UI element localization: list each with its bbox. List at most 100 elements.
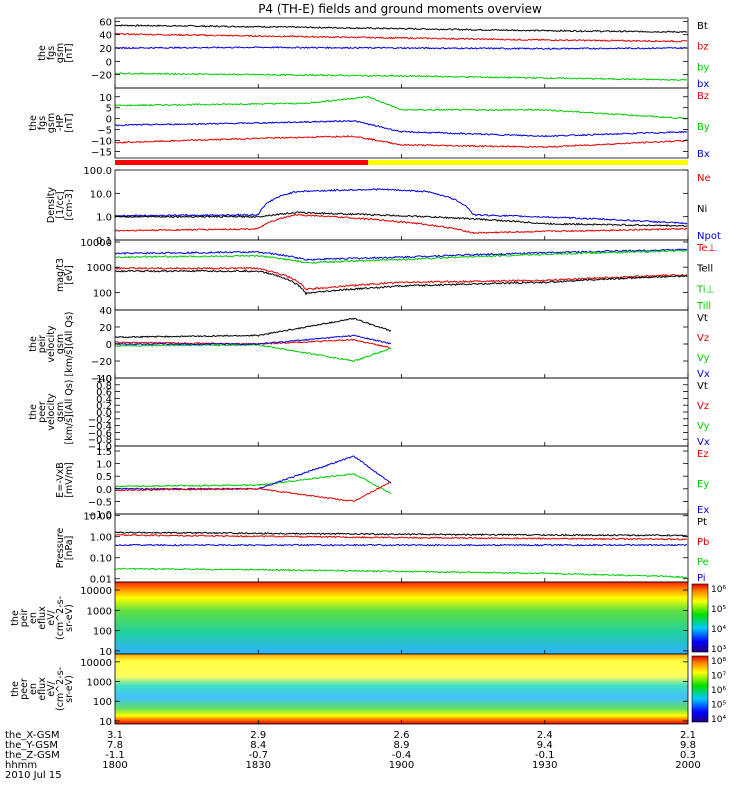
y-tick-label: 0.5 [96,472,112,483]
y-axis-label: fgs [37,116,48,130]
colorbar-tick-label: 10⁵ [711,701,726,711]
legend-entry: Pb [697,537,709,548]
y-tick-label: 10000 [80,238,112,249]
x-axis-value: -1.1 [105,750,125,761]
legend-entry: Tell [696,264,713,275]
y-tick-label: 60 [99,17,112,28]
colorbar-tick-label: 10³ [711,645,726,655]
y-axis-label: peir [37,335,48,354]
colorbar-tick-label: 10⁵ [711,605,726,615]
y-axis-label: eV/ [46,609,57,625]
legend-entry: Ez [697,449,709,460]
x-axis-value: 1800 [102,760,127,771]
y-axis-label: gsm [55,43,66,63]
y-axis-label: the [10,681,21,697]
series-line-black [115,24,688,34]
y-axis-label: eflux [37,606,48,630]
x-axis-value: -0.7 [248,750,268,761]
y-axis-label: [km/s](All Qs) [64,312,75,377]
panel-temperature: 10000 1000 100 mag/t3[eV] Te⊥ Tell Ti⊥ Till [55,238,716,312]
y-tick-label: 5 [106,104,112,115]
legend-entry: Pi [697,573,706,584]
series-line-black [114,211,688,227]
legend-entry: Vy [697,421,710,432]
x-axis-value: 3.1 [107,730,123,741]
colorbar-tick-label: 10⁴ [711,715,726,725]
colorbar-tick-label: 10⁷ [711,672,726,682]
legend-entry: Ne [697,173,711,184]
y-axis-label: eflux [37,677,48,701]
legend-entry: Vt [697,381,708,392]
y-axis-label: sr-eV) [64,604,75,632]
y-tick-label: 1000 [87,263,112,274]
legend-entry: Ex [697,505,709,516]
y-tick-label: −0.5 [88,497,112,508]
y-tick-label: 10000 [80,586,112,597]
series-line-blue [114,46,688,50]
y-tick-label: 0.8 [96,381,112,392]
y-tick-label: 100 [93,627,112,638]
y-axis-label: [mV/m] [64,462,75,498]
x-axis-value: 1830 [246,760,271,771]
spectrogram-peir_eflux [115,582,688,654]
y-axis-label: the [10,610,21,626]
y-tick-label: −0.6 [88,428,112,439]
series-line-red [114,32,688,43]
y-tick-label: 100 [93,288,112,299]
legend-entry: Pe [697,557,709,568]
x-axis-value: 1900 [389,760,414,771]
legend-entry: Ni [697,204,707,215]
legend-entry: Vt [697,313,708,324]
x-axis-value: 2.6 [394,730,410,741]
y-axis-label: [nPa] [64,536,75,561]
y-tick-label: 1.00 [90,533,112,544]
y-tick-label: 0.0 [96,485,112,496]
y-tick-label: 1000 [87,678,112,689]
y-axis-label: velocity [46,393,57,431]
y-axis-label: peir [19,609,30,628]
y-axis-label: [nT] [64,113,75,132]
legend-entry: Ey [697,479,709,490]
y-tick-label: −10 [91,137,112,148]
y-tick-label: −20 [91,357,112,368]
y-tick-label: −1.0 [88,442,112,453]
y-tick-label: −40 [91,374,112,385]
x-axis-value: 1930 [532,760,557,771]
y-tick-label: 10.00 [83,512,112,523]
series-line-blue [114,334,392,346]
colorbar-peir_eflux [691,583,709,653]
y-tick-label: 1.0 [96,374,112,385]
x-axis-row-label: the_Z-GSM [5,750,60,761]
y-tick-label: −0.8 [88,435,112,446]
panel-peir_velocity: 40 20 0 −20 −40 thepeirvelocitygsm[km/s](All … [28,306,710,385]
spectrogram-peer_eflux [115,654,688,724]
x-axis-value: -0.1 [535,750,555,761]
y-tick-label: −0.4 [88,422,112,433]
y-tick-label: 0.10 [90,554,112,565]
y-tick-label: 0 [106,115,112,126]
colorbar-tick-label: 10⁴ [711,625,726,635]
y-tick-label: 0.6 [96,388,112,399]
y-tick-label: 10 [99,93,112,104]
x-axis-value: 9.8 [680,740,696,751]
x-axis-value: 2000 [675,760,700,771]
legend-entry: by [697,62,709,73]
figure-title: P4 (TH-E) fields and ground moments over… [258,2,542,16]
legend-entry: Bx [697,149,710,160]
y-axis-label: [km/s](All Qs) [64,380,75,445]
x-axis-value: 9.4 [537,740,553,751]
y-axis-label: Density [46,187,57,223]
panel-frame [114,239,689,311]
y-axis-label: (cm^2-s- [55,667,66,711]
x-axis-row-label: the_Y-GSM [5,740,58,751]
legend-entry: By [697,122,710,133]
colorbar-tick-label: 10⁸ [711,657,726,667]
y-axis-label: the [28,115,39,131]
y-tick-label: 10.0 [90,189,112,200]
legend-entry: bx [697,79,709,90]
y-axis-label: velocity [46,325,57,363]
